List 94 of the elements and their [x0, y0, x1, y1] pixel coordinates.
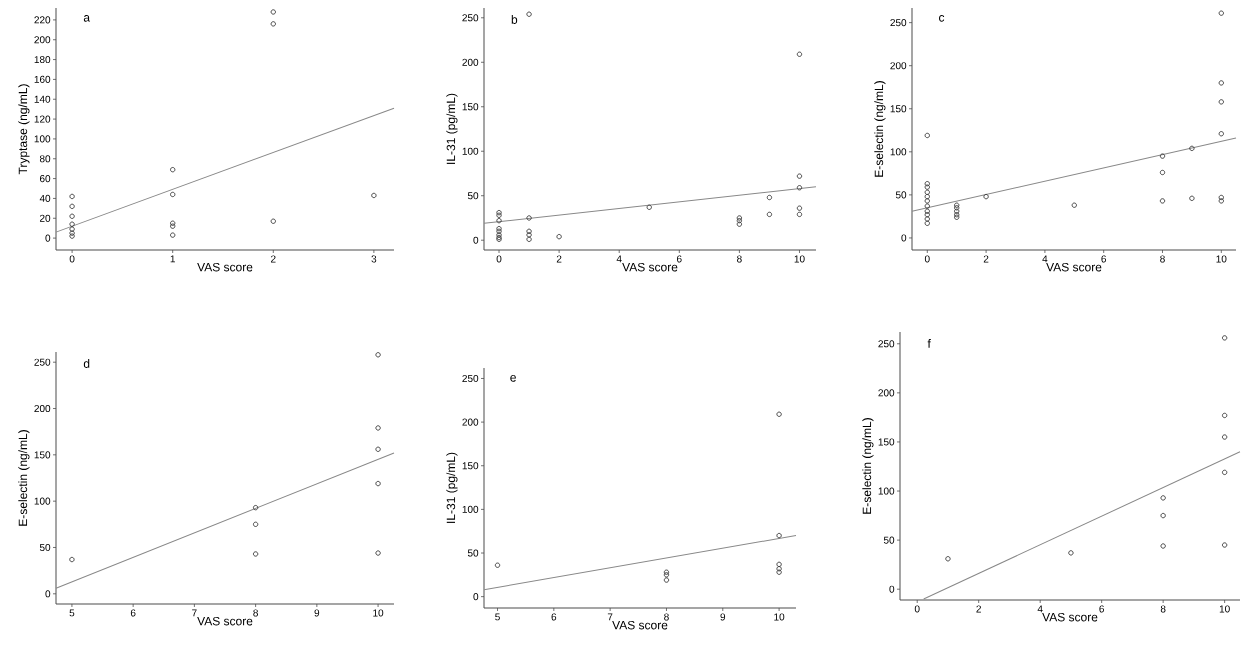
point [736, 217, 743, 224]
point [776, 566, 782, 572]
point [252, 551, 259, 557]
point [556, 234, 562, 240]
point [1218, 10, 1224, 16]
point [526, 232, 532, 238]
point [1189, 195, 1195, 201]
point [924, 184, 930, 190]
point [494, 562, 501, 568]
point [1159, 169, 1166, 176]
point [1221, 469, 1228, 476]
point [1159, 198, 1166, 204]
point [1189, 145, 1195, 152]
point [924, 193, 930, 200]
point [252, 504, 259, 511]
point [1071, 202, 1077, 208]
point [69, 230, 75, 236]
point [375, 550, 381, 556]
point [375, 480, 381, 487]
point [170, 223, 176, 229]
point [496, 228, 502, 234]
point [924, 216, 930, 222]
point [736, 221, 743, 227]
point [1221, 434, 1228, 440]
point [1218, 131, 1224, 137]
point [924, 220, 930, 226]
point [983, 193, 989, 200]
point [1159, 153, 1166, 159]
point [170, 232, 176, 238]
point [1218, 80, 1224, 86]
point [496, 212, 502, 218]
point [796, 173, 803, 179]
point [954, 202, 960, 208]
point [1218, 194, 1224, 201]
point [69, 203, 75, 210]
point [375, 425, 381, 431]
point [924, 132, 930, 139]
point [766, 194, 773, 201]
point [924, 203, 930, 209]
point [924, 212, 930, 218]
point [776, 569, 782, 575]
point [69, 213, 75, 219]
point [170, 220, 176, 226]
point [663, 572, 670, 578]
point [796, 205, 803, 211]
point [371, 192, 377, 199]
point [796, 211, 803, 218]
point [776, 532, 782, 539]
point [1221, 412, 1228, 419]
point [646, 204, 652, 210]
point [496, 225, 502, 232]
point [69, 233, 75, 239]
point [1160, 495, 1166, 501]
point [954, 208, 960, 214]
point [270, 21, 276, 27]
point [496, 217, 502, 224]
point [252, 521, 259, 527]
point [736, 215, 743, 221]
point [1068, 550, 1074, 556]
point [526, 228, 532, 234]
point [924, 181, 930, 187]
point [663, 569, 670, 575]
point [496, 209, 502, 216]
point [1218, 198, 1224, 204]
point [1221, 542, 1228, 548]
point [526, 236, 532, 242]
point [663, 577, 670, 583]
point [924, 208, 930, 214]
point [945, 556, 951, 562]
point [375, 446, 381, 452]
point [496, 232, 502, 238]
point [170, 167, 176, 173]
point [796, 51, 803, 57]
point [924, 189, 930, 195]
point [796, 185, 803, 191]
point [69, 193, 75, 200]
point [776, 411, 782, 417]
point [69, 556, 75, 563]
point [526, 11, 532, 17]
point [924, 198, 930, 204]
point [1160, 512, 1166, 519]
point [1160, 543, 1166, 549]
point [1218, 99, 1224, 105]
point [69, 226, 75, 232]
point [270, 9, 276, 15]
point [526, 215, 532, 221]
point [375, 352, 381, 358]
point [766, 211, 773, 218]
point [270, 218, 276, 224]
point [776, 561, 782, 568]
point [1221, 335, 1228, 341]
point [170, 191, 176, 198]
point [954, 205, 960, 211]
point [69, 221, 75, 227]
